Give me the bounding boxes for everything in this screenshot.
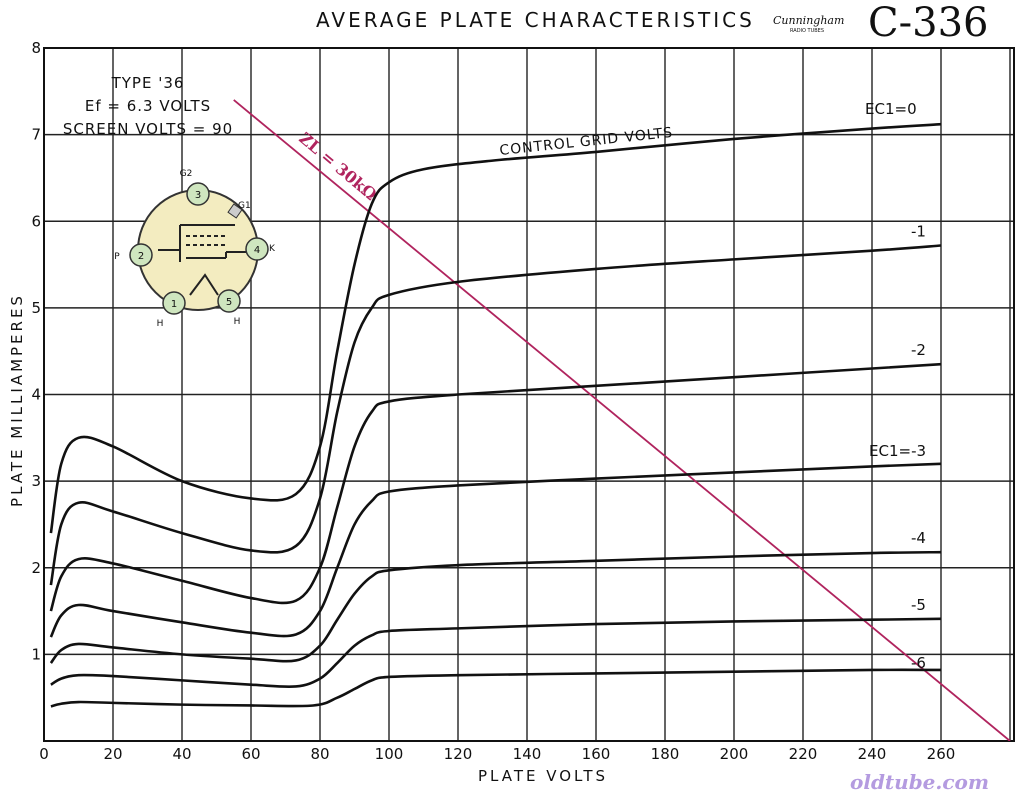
watermark: oldtube.com <box>850 770 989 794</box>
brand-name: Cunningham <box>773 14 844 27</box>
x-tick-label: 100 <box>375 745 404 763</box>
brand-logo: Cunningham RADIO TUBES <box>773 14 844 34</box>
curve-line <box>50 617 942 689</box>
x-tick-label: 60 <box>241 745 260 763</box>
tube-electrodes <box>158 224 252 296</box>
chart-title: AVERAGE PLATE CHARACTERISTICS <box>316 8 755 32</box>
y-axis-label: PLATE MILLIAMPERES <box>8 293 26 507</box>
pin-label: P <box>114 252 120 262</box>
load-line-label: ZL = 30kΩ <box>295 129 380 205</box>
info-screen: SCREEN VOLTS = 90 <box>63 120 233 138</box>
curve-label: EC1=0 <box>865 100 917 118</box>
y-tick-label: 1 <box>31 645 41 663</box>
curve-label: -2 <box>911 341 926 359</box>
info-type: TYPE '36 <box>111 74 185 92</box>
pin-number: 1 <box>171 299 177 310</box>
grid-cap <box>227 203 243 219</box>
x-tick-label: 20 <box>103 745 122 763</box>
y-tick-label: 6 <box>31 212 41 230</box>
pin-number: 5 <box>226 297 232 308</box>
load-line <box>233 99 1011 741</box>
curve-line <box>49 362 942 612</box>
y-tick-label: 4 <box>31 386 41 404</box>
pin-label: K <box>269 244 276 254</box>
pin-circle <box>245 237 269 261</box>
y-tick-label: 3 <box>31 472 41 490</box>
y-axis-ticks: 1 2 3 4 5 6 7 8 <box>31 39 41 663</box>
curve-line <box>49 550 942 664</box>
pin-label-g1: G1 <box>238 201 251 211</box>
y-tick-label: 7 <box>31 126 41 144</box>
x-tick-label: 80 <box>310 745 329 763</box>
tube-info: TYPE '36 Ef = 6.3 VOLTS SCREEN VOLTS = 9… <box>63 74 233 138</box>
curve-label: -5 <box>911 596 926 614</box>
curve-label: -4 <box>911 529 926 547</box>
pin-number: 4 <box>254 245 260 256</box>
pin-label: H <box>234 317 241 327</box>
x-tick-label: 200 <box>720 745 749 763</box>
brand-subtitle: RADIO TUBES <box>790 28 824 34</box>
curve-line <box>49 122 942 534</box>
x-axis-ticks: 0 20 40 60 80 100 120 140 160 180 200 220 240 260 <box>39 745 955 763</box>
x-axis-label: PLATE VOLTS <box>478 767 608 785</box>
y-tick-label: 2 <box>31 559 41 577</box>
pin-circle <box>162 291 186 315</box>
curve-label: EC1=-3 <box>869 442 926 460</box>
x-tick-label: 0 <box>39 745 49 763</box>
x-tick-label: 240 <box>858 745 887 763</box>
curve-label: -6 <box>911 654 926 672</box>
pin-circle <box>129 243 153 267</box>
curve-line <box>49 244 942 586</box>
x-tick-label: 260 <box>927 745 956 763</box>
pin-number: 2 <box>138 251 144 262</box>
y-tick-label: 5 <box>31 299 41 317</box>
pin-label: G2 <box>180 169 193 179</box>
x-tick-label: 120 <box>444 745 473 763</box>
pin-circle <box>217 289 241 313</box>
curve-label: -1 <box>911 223 926 241</box>
x-tick-label: 220 <box>789 745 818 763</box>
curve-line <box>50 668 942 708</box>
pin-circle <box>186 182 210 206</box>
model-number: C-336 <box>868 0 988 46</box>
x-tick-label: 160 <box>582 745 611 763</box>
x-tick-label: 140 <box>513 745 542 763</box>
curve-line <box>49 462 942 638</box>
plate-curves <box>49 122 942 708</box>
curve-labels: EC1=0 -1 -2 EC1=-3 -4 -5 -6 <box>865 100 926 672</box>
x-tick-label: 40 <box>172 745 191 763</box>
plot-frame <box>43 47 1015 742</box>
y-tick-label: 8 <box>31 39 41 57</box>
pin-label: H <box>157 319 164 329</box>
pin-number: 3 <box>195 190 201 201</box>
info-filament: Ef = 6.3 VOLTS <box>85 97 211 115</box>
x-tick-label: 180 <box>651 745 680 763</box>
